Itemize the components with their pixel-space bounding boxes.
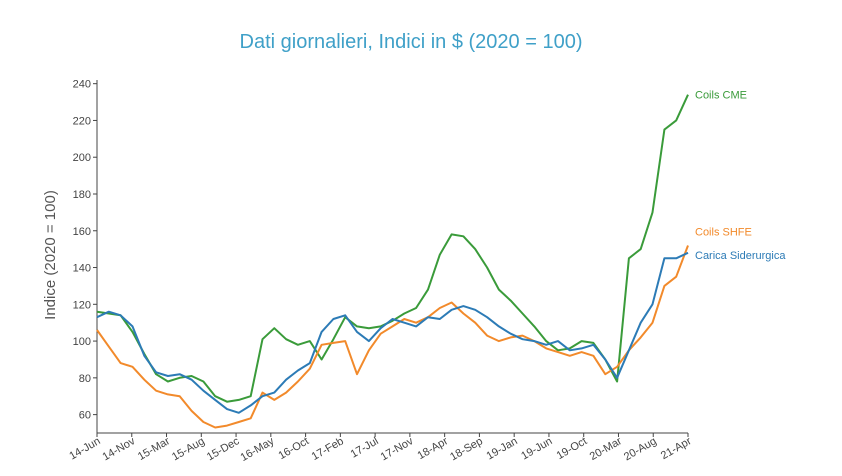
x-tick-label: 16-May <box>239 435 277 464</box>
y-tick-label: 60 <box>79 410 91 422</box>
x-tick-label: 17-Jul <box>349 435 381 460</box>
x-tick-label: 19-Jun <box>519 435 554 462</box>
x-tick-label: 19-Jan <box>485 435 520 462</box>
y-tick-label: 220 <box>73 115 91 127</box>
x-tick-label: 20-Aug <box>622 435 659 463</box>
x-tick-label: 21-Apr <box>659 435 694 462</box>
y-tick-label: 140 <box>73 263 91 275</box>
x-tick-label: 15-Dec <box>205 435 242 463</box>
x-tick-label: 18-Sep <box>448 435 485 463</box>
y-tick-label: 100 <box>73 336 91 348</box>
series-label: Coils SHFE <box>695 226 752 238</box>
chart-title: Dati giornalieri, Indici in $ (2020 = 10… <box>240 31 583 53</box>
series-line <box>96 251 689 414</box>
y-tick-label: 120 <box>73 299 91 311</box>
y-tick-label: 80 <box>79 373 91 385</box>
x-tick-label: 15-Mar <box>136 435 172 463</box>
series-labels: Coils CME Coils SHFE Carica Siderurgica <box>695 90 786 262</box>
x-tick-label: 20-Mar <box>588 435 624 463</box>
x-tick-label: 18-Apr <box>416 435 451 462</box>
x-tick-label: 16-Oct <box>276 435 311 462</box>
x-tick-label: 15-Aug <box>170 435 207 463</box>
x-tick-label: 19-Oct <box>555 435 590 462</box>
y-ticks: 60 80 100 120 140 160 180 200 220 240 <box>73 79 97 422</box>
series-line <box>96 94 689 403</box>
x-tick-label: 17-Feb <box>310 435 346 463</box>
x-tick-label: 14-Nov <box>101 435 138 463</box>
series-label: Coils CME <box>695 90 747 102</box>
y-tick-label: 240 <box>73 79 91 91</box>
series-lines <box>96 94 689 429</box>
y-tick-label: 160 <box>73 226 91 238</box>
series-label: Carica Siderurgica <box>695 250 786 262</box>
y-tick-label: 180 <box>73 189 91 201</box>
x-tick-label: 14-Jun <box>67 435 102 462</box>
x-tick-label: 17-Nov <box>379 435 416 463</box>
y-tick-label: 200 <box>73 152 91 164</box>
y-axis-label: Indice (2020 = 100) <box>42 190 59 320</box>
series-line <box>96 245 689 429</box>
plot-area: 60 80 100 120 140 160 180 200 220 240 14-Jun14-No… <box>67 79 786 464</box>
